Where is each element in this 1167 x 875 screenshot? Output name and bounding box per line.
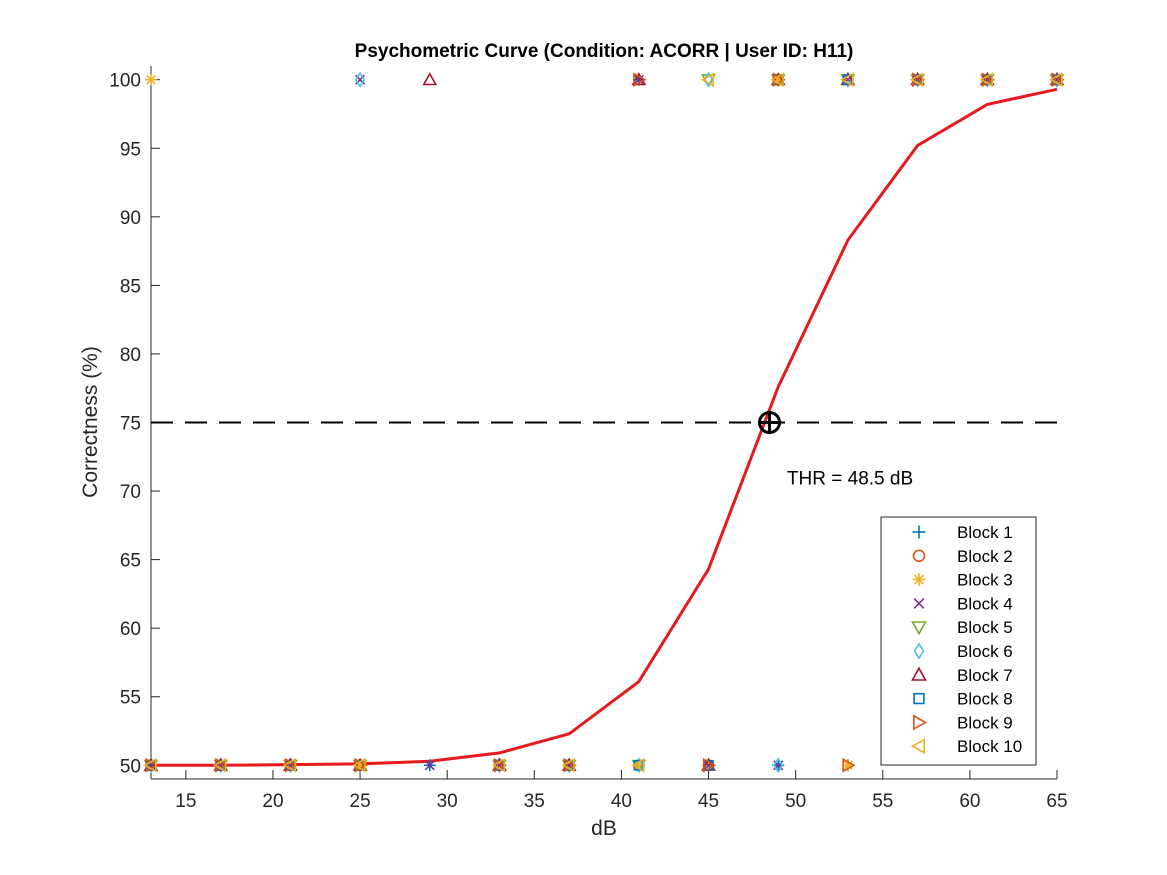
y-tick-label: 55 — [120, 688, 141, 709]
legend-marker-block-7 — [911, 666, 927, 681]
legend-marker-block-10 — [910, 738, 926, 755]
legend-label: Block 2 — [957, 547, 1013, 566]
data-point-block-9 — [633, 72, 647, 88]
data-point-block-10 — [282, 757, 296, 773]
y-tick-label: 70 — [120, 482, 141, 503]
x-tick-label: 65 — [1046, 791, 1067, 812]
data-point-block-10 — [352, 757, 366, 773]
x-tick-label: 55 — [872, 791, 893, 812]
y-tick-label: 80 — [120, 345, 141, 366]
x-tick-label: 25 — [350, 791, 371, 812]
legend-box — [880, 516, 1037, 766]
chart-title: Psychometric Curve (Condition: ACORR | U… — [355, 41, 854, 62]
legend-label: Block 7 — [957, 666, 1013, 685]
legend-marker-block-6 — [913, 642, 925, 660]
data-point-block-10 — [213, 757, 227, 773]
data-point-block-10 — [840, 72, 854, 88]
data-point-block-10 — [561, 757, 575, 773]
threshold-annotation: THR = 48.5 dB — [787, 468, 913, 489]
x-tick-label: 30 — [437, 791, 458, 812]
x-tick-label: 50 — [785, 791, 806, 812]
data-point-block-3 — [145, 73, 157, 86]
data-point-block-4 — [633, 74, 644, 85]
legend-label: Block 1 — [957, 523, 1013, 542]
data-point-block-10 — [143, 757, 157, 773]
x-axis-label: dB — [591, 817, 617, 840]
legend-label: Block 10 — [957, 737, 1022, 756]
legend-label: Block 8 — [957, 690, 1013, 709]
legend-label: Block 5 — [957, 618, 1013, 637]
data-point-block-4 — [703, 760, 714, 771]
y-tick-label: 90 — [120, 208, 141, 229]
legend-label: Block 6 — [957, 642, 1013, 661]
legend-marker-block-9 — [912, 714, 928, 731]
legend-marker-block-8 — [913, 692, 925, 705]
data-point-block-7 — [422, 72, 438, 86]
y-tick-label: 50 — [120, 756, 141, 777]
x-tick-label: 35 — [524, 791, 545, 812]
legend-marker-block-5 — [911, 621, 927, 636]
legend-label: Block 3 — [957, 571, 1013, 590]
data-point-block-9 — [842, 757, 856, 773]
legend-label: Block 4 — [957, 594, 1013, 613]
data-point-block-6 — [354, 71, 366, 88]
y-tick-label: 95 — [120, 139, 141, 160]
axes: 15 20 25 30 35 40 45 50 55 60 65 50 55 60 65 70 75 80 85 90… — [109, 66, 1068, 812]
legend-marker-block-1 — [912, 525, 926, 539]
data-point-block-9 — [702, 757, 717, 773]
y-tick-label: 75 — [120, 414, 141, 435]
y-tick-label: 100 — [109, 71, 141, 92]
legend-marker-block-2 — [912, 549, 926, 563]
data-point-block-10 — [491, 757, 506, 773]
x-tick-label: 60 — [959, 791, 980, 812]
data-point-block-10 — [770, 72, 784, 88]
fit-curve-group — [151, 87, 1058, 767]
data-point-block-10 — [700, 72, 715, 88]
x-tick-label: 45 — [698, 791, 719, 812]
data-point-block-7 — [631, 72, 647, 86]
y-axis-label: Correctness (%) — [79, 346, 102, 498]
data-point-block-10 — [979, 72, 993, 88]
x-tick-label: 40 — [611, 791, 632, 812]
data-point-block-6 — [773, 757, 784, 774]
legend-marker-block-4 — [913, 597, 925, 609]
y-tick-label: 85 — [120, 276, 141, 297]
x-tick-label: 20 — [262, 791, 283, 812]
data-point-block-4 — [355, 74, 366, 85]
data-point-block-10 — [1049, 72, 1063, 88]
fit-curve — [151, 87, 1058, 767]
data-point-block-10 — [631, 757, 645, 773]
legend-marker-block-3 — [912, 573, 926, 587]
y-tick-label: 60 — [120, 619, 141, 640]
y-tick-label: 65 — [120, 551, 141, 572]
data-markers — [143, 71, 1065, 774]
x-tick-label: 15 — [175, 791, 196, 812]
threshold-point — [758, 411, 782, 434]
legend: Block 1 Block 2 Block 3 Block 4 Block 5 Block… — [880, 516, 1037, 766]
legend-label: Block 9 — [957, 713, 1013, 732]
data-point-block-10 — [909, 72, 924, 88]
data-point-block-4 — [424, 760, 435, 771]
threshold-point-group — [758, 411, 782, 434]
